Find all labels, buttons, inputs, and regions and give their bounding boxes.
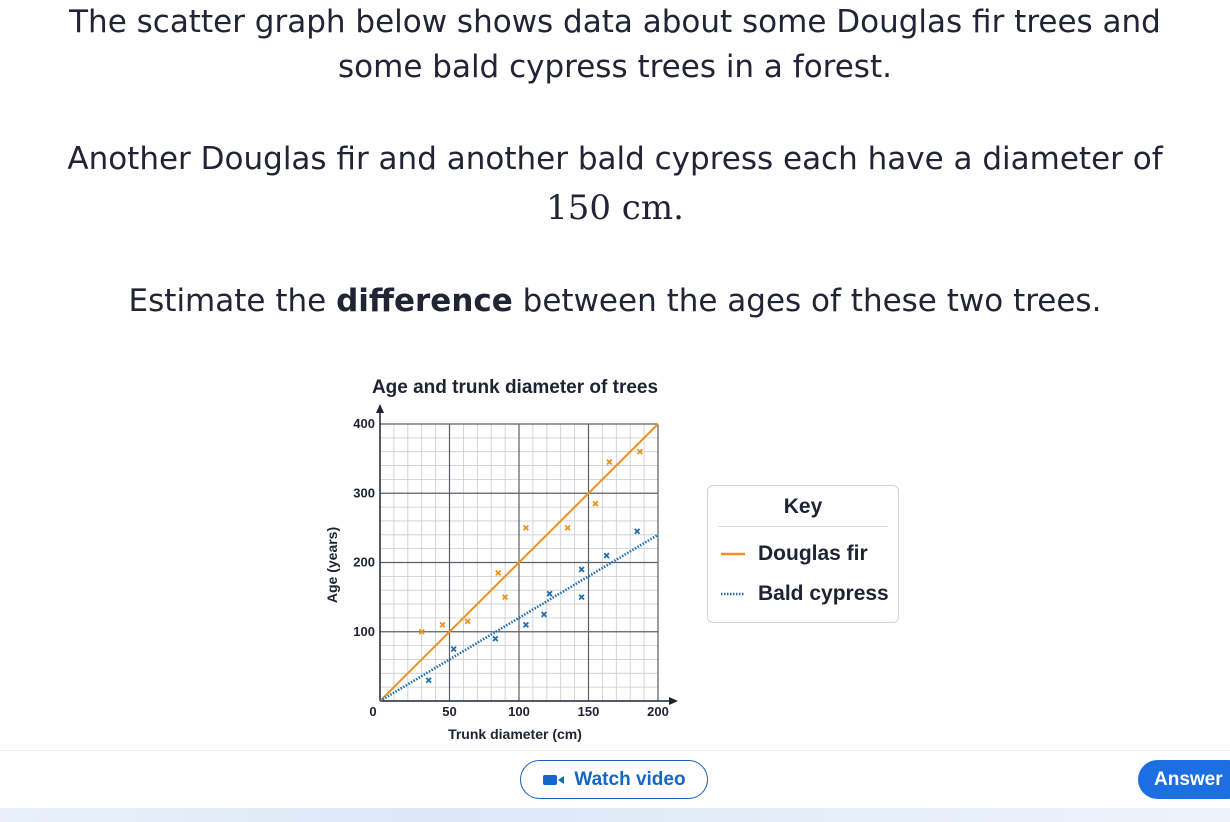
diameter-value: 150 cm.: [546, 188, 684, 228]
x-tick-label: 50: [442, 704, 456, 719]
data-point-bald-cypress: [450, 646, 457, 653]
data-point-douglas-fir: [464, 618, 471, 625]
data-points: [418, 448, 643, 684]
data-point-douglas-fir: [439, 621, 446, 628]
scatter-chart: Age and trunk diameter of trees 0 50 100 15…: [324, 377, 678, 742]
solid-orange-line-icon: [721, 552, 745, 556]
x-tick-label: 150: [578, 704, 600, 719]
watch-video-label: Watch video: [574, 768, 686, 790]
key-item-bald-cypress: Bald cypress: [720, 581, 889, 607]
data-point-douglas-fir: [502, 594, 509, 601]
y-tick-label: 400: [353, 416, 375, 431]
x-tick-label: 200: [647, 704, 669, 719]
bottom-bar: [0, 808, 1230, 822]
video-camera-icon: [543, 774, 565, 785]
question-line-2: some bald cypress trees in a forest.: [338, 49, 892, 85]
data-point-bald-cypress: [522, 621, 529, 628]
data-point-douglas-fir: [636, 448, 643, 455]
question-text-pre: Estimate the: [128, 283, 337, 319]
y-tick-label: 100: [353, 624, 375, 639]
data-point-douglas-fir: [564, 524, 571, 531]
y-tick-label: 200: [353, 555, 375, 570]
chart-title: Age and trunk diameter of trees: [372, 377, 658, 398]
key-title: Key: [783, 495, 823, 518]
x-tick-label: 0: [369, 704, 376, 719]
data-point-bald-cypress: [603, 552, 610, 559]
dotted-blue-line-icon: [721, 592, 745, 596]
data-point-bald-cypress: [546, 590, 553, 597]
key-divider: [718, 526, 888, 527]
question-text-post: between the ages of these two trees.: [512, 283, 1102, 319]
question-line-1: The scatter graph below shows data about…: [69, 4, 1161, 40]
y-axis-arrow-icon: [376, 404, 384, 413]
answer-label: Answer: [1154, 768, 1223, 790]
watch-video-button[interactable]: Watch video: [520, 760, 708, 799]
data-point-douglas-fir: [418, 628, 425, 635]
question-emphasis: difference: [336, 283, 513, 319]
trend-lines: [379, 423, 659, 703]
x-tick-label: 100: [508, 704, 530, 719]
data-point-bald-cypress: [540, 611, 548, 618]
divider: [0, 750, 1230, 751]
key-label-douglas-fir: Douglas fir: [758, 542, 868, 565]
y-axis-label: Age (years): [324, 527, 340, 603]
question-line-5: Estimate the difference between the ages…: [0, 281, 1230, 321]
data-point-bald-cypress: [578, 594, 585, 601]
key-label-bald-cypress: Bald cypress: [758, 582, 889, 605]
data-point-douglas-fir: [495, 569, 502, 576]
x-axis-label: Trunk diameter (cm): [448, 726, 582, 742]
y-tick-label: 300: [353, 485, 375, 500]
question-line-3: Another Douglas fir and another bald cyp…: [67, 141, 1163, 177]
data-point-bald-cypress: [634, 528, 641, 535]
key-item-douglas-fir: Douglas fir: [720, 541, 868, 567]
trend-line-douglas-fir: [379, 423, 659, 702]
data-point-douglas-fir: [592, 500, 599, 507]
data-point-bald-cypress: [425, 677, 432, 684]
answer-button[interactable]: Answer: [1138, 760, 1230, 799]
x-axis-arrow-icon: [669, 697, 678, 705]
chart-key: Key Douglas fir Bald cypress: [707, 485, 899, 623]
axes: [376, 404, 678, 705]
data-point-douglas-fir: [522, 524, 529, 531]
data-point-douglas-fir: [606, 459, 613, 466]
data-point-bald-cypress: [578, 566, 585, 573]
tick-labels: 0 50 100 150 200 100 200 300 400: [353, 416, 669, 719]
data-point-bald-cypress: [492, 635, 499, 642]
